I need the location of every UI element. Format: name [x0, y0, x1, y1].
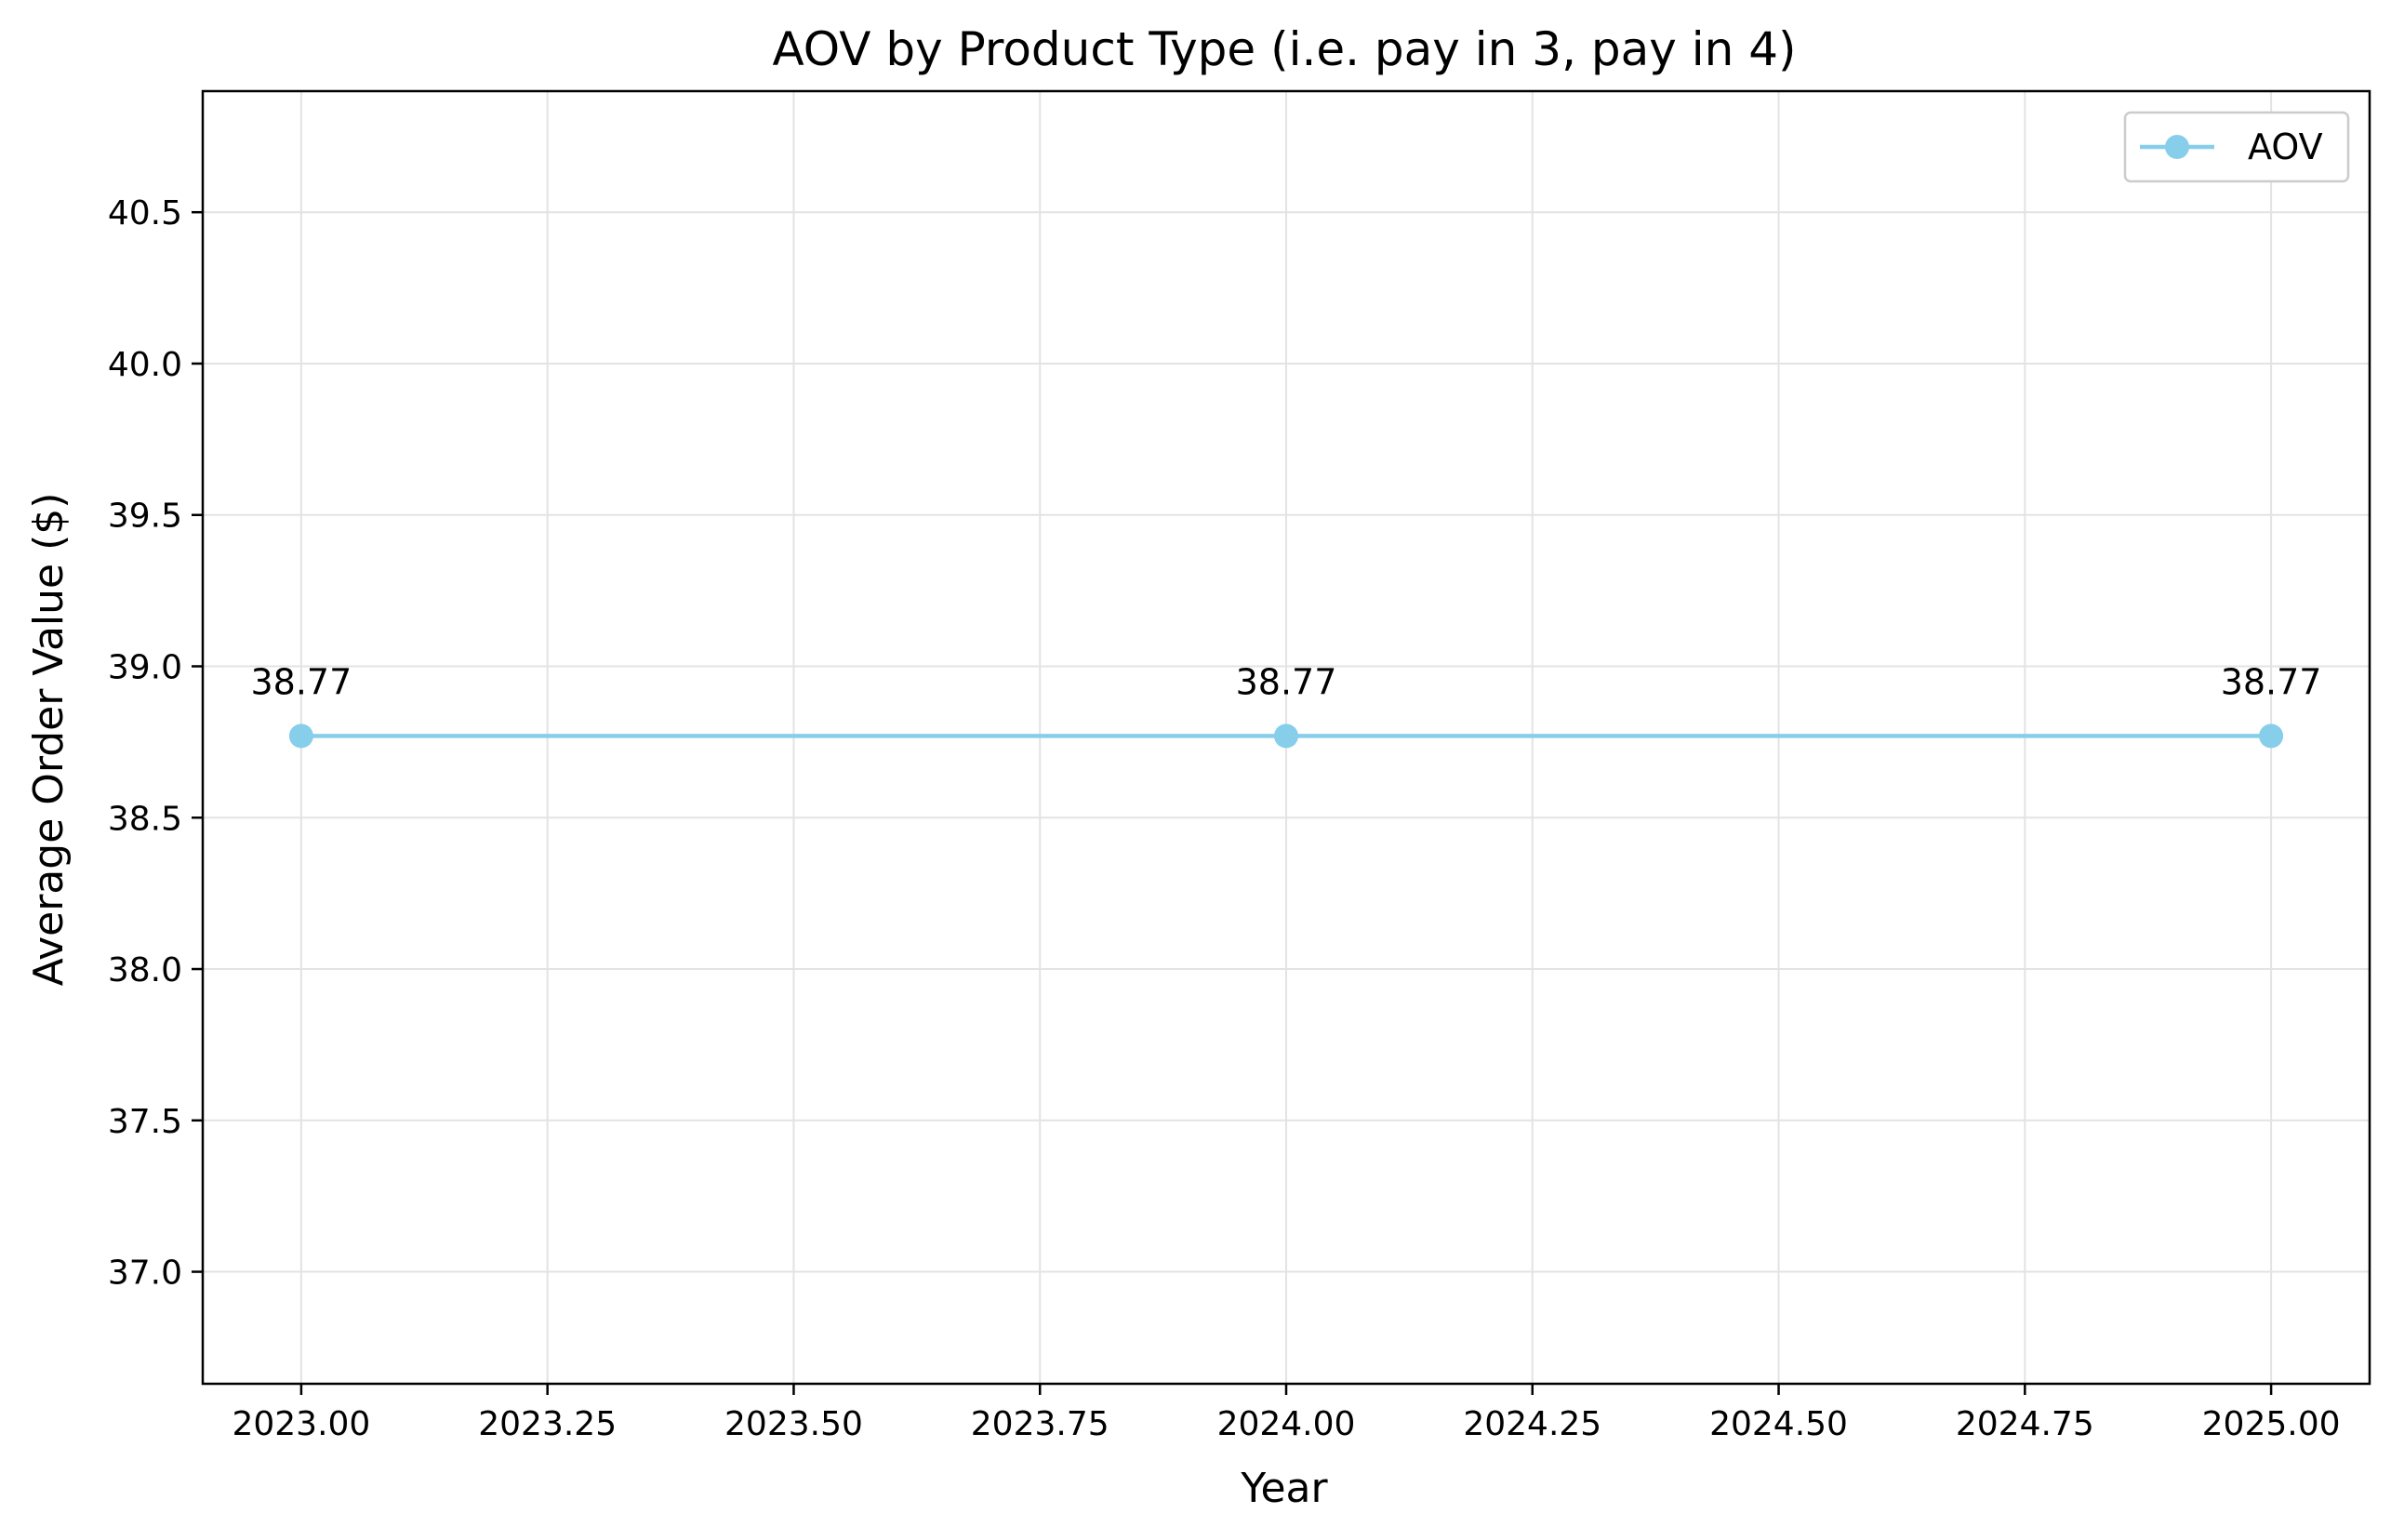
- data-point: [288, 724, 313, 749]
- y-tick-label: 37.5: [108, 1103, 182, 1141]
- x-tick-label: 2024.75: [1956, 1405, 2094, 1443]
- data-point: [1274, 724, 1298, 749]
- x-tick-label: 2023.75: [971, 1405, 1109, 1443]
- y-tick-label: 39.5: [108, 498, 182, 536]
- x-tick-label: 2024.50: [1709, 1405, 1848, 1443]
- y-axis-label: Average Order Value ($): [25, 493, 73, 987]
- data-labels: 38.77 38.77 38.77: [251, 661, 2322, 702]
- y-tick-label: 37.0: [108, 1255, 182, 1293]
- data-point: [2259, 724, 2284, 749]
- y-tick-label: 38.5: [108, 800, 182, 838]
- x-tick-label: 2023.50: [724, 1405, 863, 1443]
- legend-label-aov: AOV: [2248, 126, 2323, 167]
- legend: AOV: [2123, 111, 2350, 183]
- data-label: 38.77: [2221, 661, 2322, 702]
- chart-title: AOV by Product Type (i.e. pay in 3, pay …: [772, 22, 1796, 76]
- x-tick-label: 2023.00: [232, 1405, 370, 1443]
- data-label: 38.77: [251, 661, 352, 702]
- series-layer: [288, 724, 2284, 749]
- y-tick-label: 38.0: [108, 951, 182, 989]
- legend-frame: [2123, 111, 2350, 183]
- x-axis-label: Year: [1240, 1465, 1328, 1512]
- x-tick-label: 2024.00: [1217, 1405, 1356, 1443]
- y-tick-label: 39.0: [108, 649, 182, 687]
- x-tick-label: 2023.25: [478, 1405, 617, 1443]
- data-label: 38.77: [1236, 661, 1337, 702]
- y-tick-label: 40.5: [108, 194, 182, 232]
- y-tick-label: 40.0: [108, 346, 182, 384]
- tick-layer: 2023.00 2023.25 2023.50 2023.75 2024.00 2024.…: [108, 194, 2341, 1443]
- x-tick-label: 2024.25: [1463, 1405, 1601, 1443]
- legend-marker-swatch: [2165, 135, 2189, 159]
- x-tick-label: 2025.00: [2202, 1405, 2341, 1443]
